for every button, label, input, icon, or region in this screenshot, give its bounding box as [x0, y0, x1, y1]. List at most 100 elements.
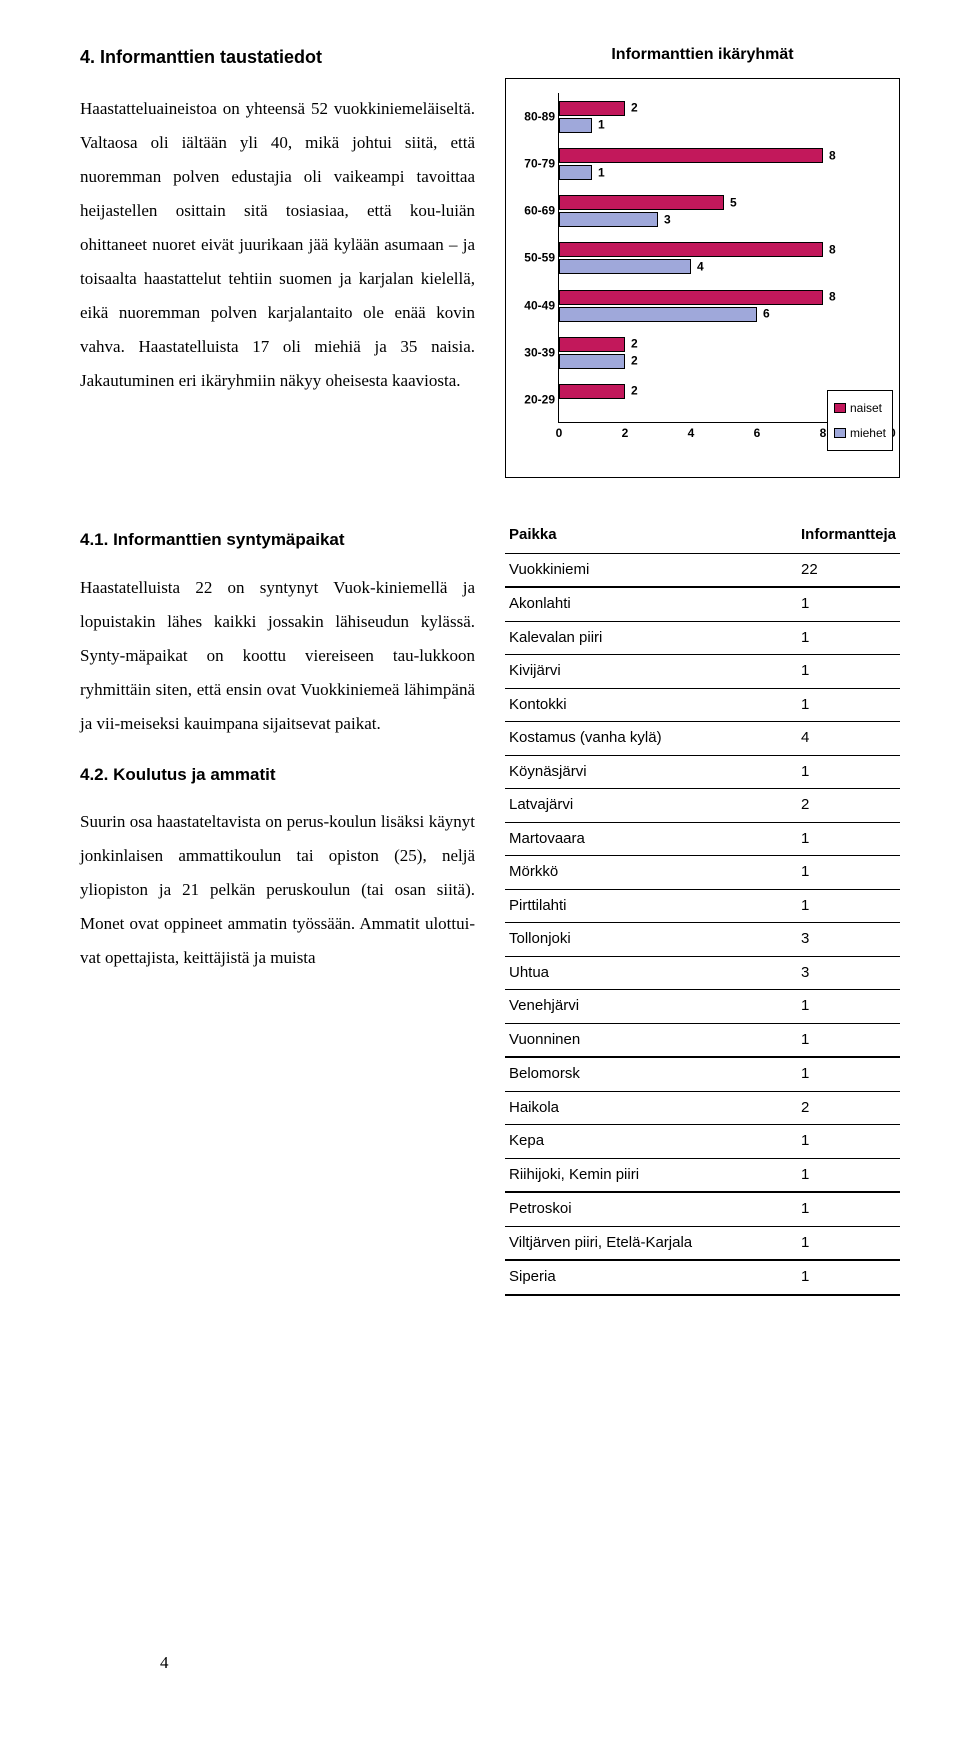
chart-bar-value: 4 [697, 255, 704, 278]
legend-label-miehet: miehet [850, 422, 886, 445]
table-cell-count: 4 [797, 722, 900, 756]
table-cell-count: 1 [797, 1023, 900, 1057]
table-cell-count: 1 [797, 688, 900, 722]
table-cell-place: Kepa [505, 1125, 797, 1159]
chart-ytick: 20-29 [511, 388, 555, 411]
table-row: Venehjärvi1 [505, 990, 900, 1024]
table-cell-place: Uhtua [505, 956, 797, 990]
table-row: Kepa1 [505, 1125, 900, 1159]
table-cell-place: Latvajärvi [505, 789, 797, 823]
table-cell-place: Mörkkö [505, 856, 797, 890]
section1-body: Haastatteluaineistoa on yhteensä 52 vuok… [80, 92, 475, 398]
chart-bar [559, 384, 625, 399]
chart-xtick: 8 [820, 422, 827, 445]
table-row: Vuokkiniemi22 [505, 553, 900, 587]
table-row: Petroskoi1 [505, 1192, 900, 1226]
chart-bar [559, 212, 658, 227]
legend-item-miehet: miehet [834, 422, 886, 445]
chart-bar [559, 354, 625, 369]
chart-bar-value: 1 [598, 114, 605, 137]
table-cell-count: 1 [797, 621, 900, 655]
top-block: 4. Informanttien taustatiedot Haastattel… [80, 40, 900, 478]
heading-4: 4. Informanttien taustatiedot [80, 40, 475, 74]
table-cell-place: Tollonjoki [505, 923, 797, 957]
table-cell-place: Köynäsjärvi [505, 755, 797, 789]
chart-bar [559, 242, 823, 257]
bottom-left-col: 4.1. Informanttien syntymäpaikat Haastat… [80, 518, 475, 1296]
table-row: Kivijärvi1 [505, 655, 900, 689]
top-left-col: 4. Informanttien taustatiedot Haastattel… [80, 40, 475, 478]
chart-xtick: 6 [754, 422, 761, 445]
table-cell-place: Vuokkiniemi [505, 553, 797, 587]
table-row: Uhtua3 [505, 956, 900, 990]
age-group-chart: 80-892170-798160-695350-598440-498630-39… [505, 78, 900, 478]
table-cell-place: Venehjärvi [505, 990, 797, 1024]
table-row: Kostamus (vanha kylä)4 [505, 722, 900, 756]
chart-bar [559, 101, 625, 116]
chart-ytick: 30-39 [511, 341, 555, 364]
table-cell-place: Viltjärven piiri, Etelä-Karjala [505, 1226, 797, 1260]
table-row: Latvajärvi2 [505, 789, 900, 823]
chart-bar [559, 290, 823, 305]
chart-bar [559, 195, 724, 210]
birthplace-table: Paikka Informantteja Vuokkiniemi22Akonla… [505, 518, 900, 1296]
chart-bar-value: 3 [664, 208, 671, 231]
chart-plot-area: 80-892170-798160-695350-598440-498630-39… [558, 93, 888, 423]
table-cell-place: Vuonninen [505, 1023, 797, 1057]
chart-title: Informanttien ikäryhmät [505, 40, 900, 70]
table-cell-count: 1 [797, 1192, 900, 1226]
heading-4-1: 4.1. Informanttien syntymäpaikat [80, 524, 475, 556]
table-cell-place: Kostamus (vanha kylä) [505, 722, 797, 756]
table-cell-count: 22 [797, 553, 900, 587]
table-row: Köynäsjärvi1 [505, 755, 900, 789]
table-cell-count: 1 [797, 587, 900, 621]
bottom-right-col: Paikka Informantteja Vuokkiniemi22Akonla… [505, 518, 900, 1296]
table-cell-place: Akonlahti [505, 587, 797, 621]
chart-bar-value: 8 [829, 238, 836, 261]
table-cell-count: 1 [797, 1158, 900, 1192]
table-cell-count: 1 [797, 822, 900, 856]
chart-bar-value: 2 [631, 350, 638, 373]
table-row: Belomorsk1 [505, 1057, 900, 1091]
chart-bar-value: 5 [730, 191, 737, 214]
table-cell-count: 2 [797, 789, 900, 823]
table-row: Tollonjoki3 [505, 923, 900, 957]
table-cell-place: Belomorsk [505, 1057, 797, 1091]
table-cell-place: Siperia [505, 1260, 797, 1295]
bottom-block: 4.1. Informanttien syntymäpaikat Haastat… [80, 518, 900, 1296]
table-row: Vuonninen1 [505, 1023, 900, 1057]
legend-swatch-miehet [834, 428, 846, 438]
table-row: Mörkkö1 [505, 856, 900, 890]
table-cell-count: 1 [797, 1226, 900, 1260]
table-cell-count: 1 [797, 1125, 900, 1159]
top-right-col: Informanttien ikäryhmät 80-892170-798160… [505, 40, 900, 478]
table-cell-place: Riihijoki, Kemin piiri [505, 1158, 797, 1192]
chart-bar-value: 1 [598, 161, 605, 184]
table-cell-place: Kontokki [505, 688, 797, 722]
table-cell-place: Kalevalan piiri [505, 621, 797, 655]
chart-bar-value: 2 [631, 97, 638, 120]
table-cell-place: Pirttilahti [505, 889, 797, 923]
table-cell-count: 2 [797, 1091, 900, 1125]
chart-ytick: 70-79 [511, 153, 555, 176]
page: 4. Informanttien taustatiedot Haastattel… [80, 40, 900, 1699]
table-cell-count: 1 [797, 889, 900, 923]
table-row: Martovaara1 [505, 822, 900, 856]
legend-item-naiset: naiset [834, 397, 886, 420]
table-cell-count: 1 [797, 1260, 900, 1295]
table-cell-count: 1 [797, 856, 900, 890]
table-row: Kalevalan piiri1 [505, 621, 900, 655]
chart-bar [559, 118, 592, 133]
table-row: Haikola2 [505, 1091, 900, 1125]
chart-bar [559, 337, 625, 352]
table-row: Akonlahti1 [505, 587, 900, 621]
table-header-row: Paikka Informantteja [505, 518, 900, 553]
table-cell-count: 1 [797, 1057, 900, 1091]
table-cell-place: Haikola [505, 1091, 797, 1125]
table-cell-count: 1 [797, 655, 900, 689]
chart-bar-value: 8 [829, 286, 836, 309]
chart-ytick: 60-69 [511, 200, 555, 223]
table-row: Riihijoki, Kemin piiri1 [505, 1158, 900, 1192]
table-cell-place: Petroskoi [505, 1192, 797, 1226]
table-cell-place: Martovaara [505, 822, 797, 856]
